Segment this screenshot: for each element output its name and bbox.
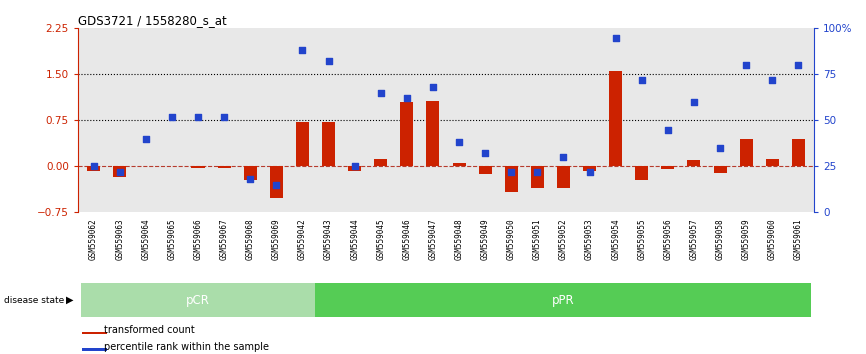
Text: GSM559065: GSM559065 (167, 218, 177, 260)
Point (348, 164, 362, 169)
Point (792, 62, 805, 68)
Point (165, 114, 179, 120)
Point (400, 96, 414, 101)
Text: pCR: pCR (186, 293, 210, 307)
Text: GSM559056: GSM559056 (663, 218, 672, 260)
Text: GSM559060: GSM559060 (768, 218, 777, 260)
Point (452, 139, 466, 145)
Text: GSM559047: GSM559047 (429, 218, 437, 260)
Bar (479, 166, 492, 174)
Point (243, 176, 257, 182)
Bar (453, 163, 466, 166)
Bar (113, 166, 126, 177)
Point (217, 114, 231, 120)
Bar (87, 166, 100, 171)
Text: GSM559058: GSM559058 (715, 218, 725, 260)
Bar (636, 166, 649, 180)
Text: GSM559069: GSM559069 (272, 218, 281, 260)
Text: GSM559061: GSM559061 (794, 218, 803, 260)
Point (191, 114, 205, 120)
Text: GSM559064: GSM559064 (141, 218, 151, 260)
Text: GSM559042: GSM559042 (298, 218, 307, 260)
Text: GSM559062: GSM559062 (89, 218, 98, 260)
Bar (714, 166, 727, 172)
Bar (374, 159, 387, 166)
Bar (557, 166, 570, 188)
Point (661, 127, 675, 132)
Point (557, 154, 571, 160)
Text: GSM559059: GSM559059 (741, 218, 751, 260)
Bar (792, 139, 805, 166)
Point (321, 59, 335, 64)
Point (374, 90, 388, 96)
Text: GSM559050: GSM559050 (507, 218, 516, 260)
Text: GSM559049: GSM559049 (481, 218, 489, 260)
Text: percentile rank within the sample: percentile rank within the sample (104, 342, 268, 352)
Point (87, 164, 100, 169)
Bar (191, 166, 204, 167)
Bar (688, 160, 701, 166)
Bar (315, 283, 811, 317)
Point (478, 151, 492, 156)
Text: GSM559057: GSM559057 (689, 218, 699, 260)
Bar (243, 166, 256, 180)
Point (139, 136, 152, 142)
Bar (296, 122, 309, 166)
Point (583, 169, 597, 175)
Point (530, 169, 544, 175)
Text: ▶: ▶ (66, 295, 74, 305)
Text: GSM559045: GSM559045 (376, 218, 385, 260)
Bar (270, 166, 283, 198)
Bar (609, 71, 622, 166)
Point (766, 77, 779, 83)
Point (635, 77, 649, 83)
Text: GSM559043: GSM559043 (324, 218, 333, 260)
Text: GSM559055: GSM559055 (637, 218, 646, 260)
Bar (740, 139, 753, 166)
Text: GSM559052: GSM559052 (559, 218, 568, 260)
Text: GSM559046: GSM559046 (403, 218, 411, 260)
Text: pPR: pPR (553, 293, 575, 307)
Text: GSM559063: GSM559063 (115, 218, 124, 260)
Bar (348, 166, 361, 171)
Point (426, 84, 440, 90)
Text: GSM559044: GSM559044 (350, 218, 359, 260)
Bar (81, 283, 315, 317)
Text: GDS3721 / 1558280_s_at: GDS3721 / 1558280_s_at (78, 14, 227, 27)
Bar (505, 166, 518, 192)
Bar (662, 166, 675, 170)
Text: transformed count: transformed count (104, 325, 195, 335)
Bar (81, 348, 107, 351)
Bar (426, 101, 439, 166)
Bar (81, 332, 107, 334)
Point (295, 47, 309, 53)
Bar (531, 166, 544, 188)
Bar (217, 166, 230, 167)
Point (113, 169, 126, 175)
Point (609, 35, 623, 40)
Bar (766, 159, 779, 166)
Text: GSM559048: GSM559048 (455, 218, 463, 260)
Point (504, 169, 518, 175)
Text: GSM559068: GSM559068 (246, 218, 255, 260)
Point (740, 62, 753, 68)
Text: GSM559067: GSM559067 (220, 218, 229, 260)
Text: GSM559054: GSM559054 (611, 218, 620, 260)
Text: GSM559051: GSM559051 (533, 218, 542, 260)
Text: disease state: disease state (4, 296, 65, 304)
Point (687, 99, 701, 105)
Point (269, 182, 283, 188)
Bar (322, 122, 335, 166)
Bar (400, 102, 413, 166)
Point (713, 145, 727, 151)
Text: GSM559053: GSM559053 (585, 218, 594, 260)
Bar (583, 166, 596, 171)
Text: GSM559066: GSM559066 (193, 218, 203, 260)
